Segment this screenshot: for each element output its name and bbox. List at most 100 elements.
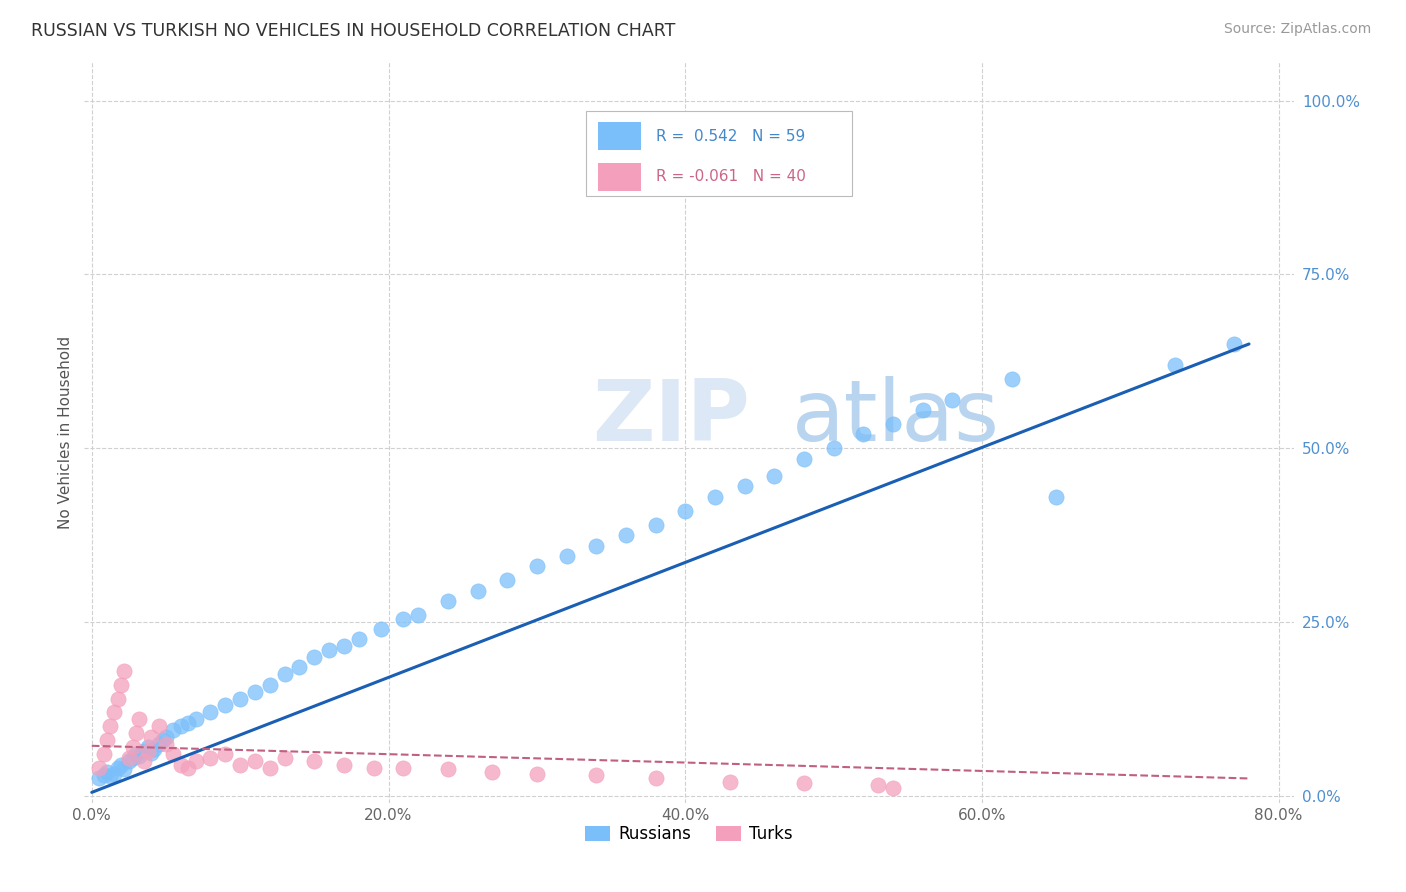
- Point: [139, 746, 162, 760]
- Point: [852, 427, 875, 442]
- Text: ZIP: ZIP: [592, 376, 749, 459]
- Point: [170, 719, 193, 733]
- Point: [152, 733, 174, 747]
- Point: [93, 768, 115, 782]
- Point: [184, 754, 207, 768]
- Point: [125, 747, 148, 761]
- Point: [148, 737, 170, 751]
- Point: [437, 763, 460, 777]
- Point: [177, 715, 200, 730]
- Point: [148, 719, 170, 733]
- Point: [200, 750, 222, 764]
- Point: [526, 559, 548, 574]
- Point: [392, 761, 415, 775]
- Point: [259, 761, 281, 775]
- Point: [1045, 490, 1067, 504]
- Point: [370, 622, 392, 636]
- Point: [673, 504, 696, 518]
- Point: [703, 490, 725, 504]
- Point: [526, 766, 548, 780]
- Point: [1223, 337, 1246, 351]
- Point: [273, 750, 295, 764]
- Text: RUSSIAN VS TURKISH NO VEHICLES IN HOUSEHOLD CORRELATION CHART: RUSSIAN VS TURKISH NO VEHICLES IN HOUSEH…: [31, 22, 675, 40]
- Point: [162, 723, 184, 737]
- Point: [467, 583, 489, 598]
- Y-axis label: No Vehicles in Household: No Vehicles in Household: [58, 336, 73, 529]
- Point: [304, 649, 326, 664]
- Point: [89, 772, 111, 786]
- FancyBboxPatch shape: [599, 163, 641, 191]
- Point: [333, 757, 356, 772]
- Point: [644, 517, 666, 532]
- Point: [214, 698, 236, 713]
- Point: [734, 479, 756, 493]
- Point: [143, 741, 166, 756]
- Point: [941, 392, 963, 407]
- Point: [911, 403, 934, 417]
- Point: [118, 750, 141, 764]
- FancyBboxPatch shape: [586, 111, 852, 195]
- Point: [128, 748, 150, 763]
- Point: [793, 451, 815, 466]
- Point: [177, 761, 200, 775]
- Point: [882, 780, 904, 795]
- Point: [96, 733, 118, 747]
- Point: [89, 761, 111, 775]
- Text: atlas: atlas: [792, 376, 1000, 459]
- Point: [103, 766, 125, 780]
- Point: [363, 761, 385, 775]
- Point: [273, 667, 295, 681]
- Point: [229, 691, 252, 706]
- Point: [132, 754, 155, 768]
- Point: [392, 611, 415, 625]
- Point: [136, 740, 159, 755]
- Point: [155, 730, 177, 744]
- Point: [496, 574, 519, 588]
- Point: [107, 691, 129, 706]
- Point: [288, 660, 311, 674]
- Point: [170, 757, 193, 772]
- Point: [1001, 372, 1024, 386]
- Point: [110, 678, 132, 692]
- Point: [139, 730, 162, 744]
- Point: [132, 744, 155, 758]
- Point: [868, 779, 890, 793]
- Point: [823, 442, 845, 456]
- FancyBboxPatch shape: [599, 122, 641, 150]
- Point: [110, 757, 132, 772]
- Point: [718, 775, 741, 789]
- Text: R = -0.061   N = 40: R = -0.061 N = 40: [657, 169, 806, 185]
- Point: [318, 643, 340, 657]
- Point: [304, 754, 326, 768]
- Point: [125, 726, 148, 740]
- Point: [93, 747, 115, 761]
- Point: [112, 763, 135, 777]
- Point: [555, 549, 578, 563]
- Point: [1164, 358, 1187, 372]
- Point: [200, 706, 222, 720]
- Point: [481, 764, 503, 779]
- Point: [122, 740, 145, 755]
- Point: [184, 712, 207, 726]
- Point: [333, 640, 356, 654]
- Legend: Russians, Turks: Russians, Turks: [578, 819, 800, 850]
- Point: [882, 417, 904, 431]
- Point: [406, 608, 429, 623]
- Point: [793, 776, 815, 790]
- Point: [96, 764, 118, 779]
- Point: [214, 747, 236, 761]
- Point: [347, 632, 370, 647]
- Point: [585, 539, 607, 553]
- Point: [614, 528, 637, 542]
- Point: [98, 719, 121, 733]
- Point: [103, 706, 125, 720]
- Point: [437, 594, 460, 608]
- Point: [107, 761, 129, 775]
- Point: [162, 747, 184, 761]
- Point: [136, 744, 159, 758]
- Point: [98, 769, 121, 783]
- Point: [585, 768, 607, 782]
- Point: [243, 754, 266, 768]
- Point: [112, 664, 135, 678]
- Point: [763, 469, 786, 483]
